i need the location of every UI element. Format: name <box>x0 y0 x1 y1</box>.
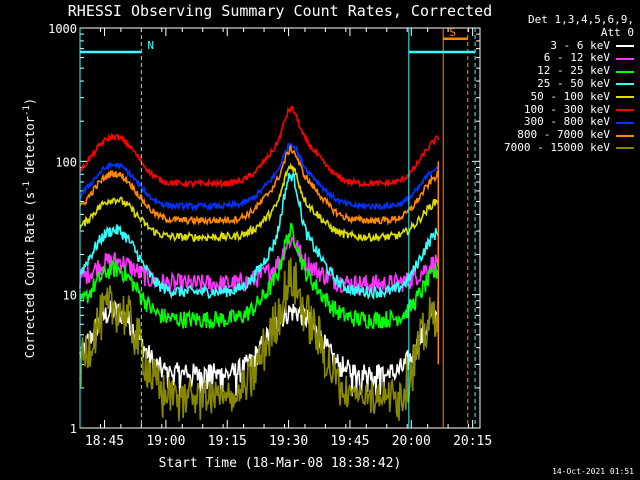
legend-swatch <box>616 121 634 124</box>
y-tick-label: 1 <box>70 422 77 436</box>
legend-header-line2: Att 0 <box>600 25 634 39</box>
legend-label: 50 - 100 keV <box>530 89 610 103</box>
series-layer <box>79 106 440 422</box>
legend-item: 3 - 6 keV <box>488 38 634 53</box>
x-tick-label: 20:00 <box>392 434 431 449</box>
plot-axes: 1 10 100 1000 18:45 19:00 19:15 19:30 19:45 20:00… <box>48 22 492 449</box>
y-tick-label: 1000 <box>48 22 77 36</box>
legend-swatch <box>616 108 634 111</box>
legend-swatch <box>616 70 634 73</box>
legend-swatch <box>616 57 634 60</box>
legend-item: 800 - 7000 keV <box>488 128 634 142</box>
legend-item: 100 - 300 keV <box>488 102 634 117</box>
annotation-layer: NS <box>79 26 476 428</box>
legend-item: 50 - 100 keV <box>488 89 634 104</box>
x-tick-label: 20:15 <box>453 434 492 449</box>
series-line <box>79 235 440 296</box>
x-axis-label: Start Time (18-Mar-08 18:38:42) <box>159 456 402 471</box>
series-line <box>79 106 440 190</box>
legend-header-line1: Det 1,3,4,5,6,9, <box>528 13 634 26</box>
legend-label: 300 - 800 keV <box>523 115 610 129</box>
legend-swatch <box>616 147 634 150</box>
legend-label: 25 - 50 keV <box>537 76 610 90</box>
x-tick-label: 19:30 <box>269 434 308 449</box>
annotation-label: S <box>449 26 456 39</box>
legend-swatch <box>616 83 634 86</box>
footer-date: 14-Oct-2021 01:51 <box>552 467 634 476</box>
legend-rows: 3 - 6 keV 6 - 12 keV 12 - 25 keV 25 - 50 ke… <box>488 38 634 155</box>
x-tick-label: 19:00 <box>146 434 185 449</box>
legend-label: 12 - 25 keV <box>537 64 610 78</box>
legend-item: 12 - 25 keV <box>488 64 634 78</box>
legend-label: 3 - 6 keV <box>550 38 610 52</box>
legend-swatch <box>616 44 634 47</box>
x-tick-label: 18:45 <box>85 434 124 449</box>
legend-item: 7000 - 15000 keV <box>488 140 634 155</box>
y-axis-label: Corrected Count Rate (s-1 detector-1) <box>22 98 37 358</box>
y-axis-label-sup2: -1 <box>22 105 32 116</box>
legend-label: 6 - 12 keV <box>543 51 610 65</box>
y-tick-label: 10 <box>63 289 77 303</box>
series-line <box>79 257 440 422</box>
series-line <box>79 162 439 243</box>
legend-item: 300 - 800 keV <box>488 116 634 129</box>
x-tick-label: 19:45 <box>330 434 369 449</box>
series-line <box>79 142 439 212</box>
legend: Det 1,3,4,5,6,9, Att 0 3 - 6 keV 6 - 12 k… <box>488 13 634 155</box>
series-line <box>79 171 440 301</box>
y-axis-label-post: ) <box>23 98 37 105</box>
series-line <box>79 143 439 227</box>
y-tick-label: 100 <box>55 155 77 169</box>
legend-label: 7000 - 15000 keV <box>504 140 610 154</box>
series-line <box>79 223 440 330</box>
y-axis-label-sup1: -1 <box>22 181 32 192</box>
plot-frame <box>79 27 481 429</box>
legend-swatch <box>616 96 634 99</box>
legend-item: 6 - 12 keV <box>488 52 634 65</box>
legend-label: 100 - 300 keV <box>523 102 610 116</box>
y-axis-label-pre: Corrected Count Rate (s <box>23 192 37 358</box>
legend-label: 800 - 7000 keV <box>517 128 610 142</box>
annotation-label: N <box>147 39 154 52</box>
chart-title: RHESSI Observing Summary Count Rates, Co… <box>68 2 492 20</box>
legend-swatch <box>616 134 634 137</box>
x-tick-label: 19:15 <box>208 434 247 449</box>
y-axis-label-mid: detector <box>23 116 37 181</box>
legend-item: 25 - 50 keV <box>488 76 634 91</box>
